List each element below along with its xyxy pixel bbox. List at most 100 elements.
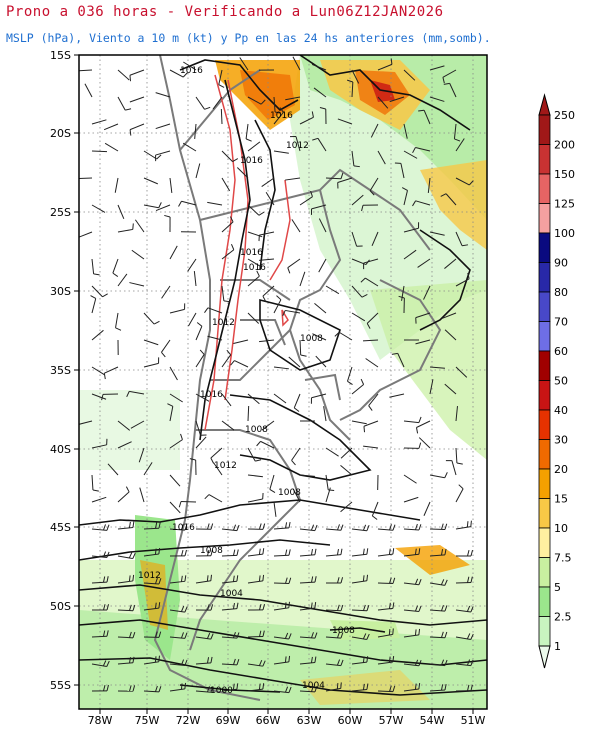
wind-barb bbox=[273, 521, 291, 530]
isobars bbox=[79, 55, 487, 696]
wind-barb bbox=[91, 329, 104, 341]
wind-barb bbox=[340, 501, 353, 513]
wind-barb bbox=[195, 96, 211, 110]
wind-barb bbox=[273, 577, 292, 584]
wind-barb bbox=[91, 524, 110, 531]
wind-barb bbox=[155, 204, 171, 212]
isobar-label: 1004 bbox=[302, 681, 325, 691]
wind-barb bbox=[195, 436, 207, 449]
wind-barb bbox=[273, 632, 292, 640]
wind-barb bbox=[334, 331, 353, 341]
wind-barb bbox=[195, 420, 207, 436]
isobar-label: 1016 bbox=[172, 523, 195, 533]
wind-barb bbox=[247, 603, 266, 611]
wind-barb bbox=[445, 460, 457, 476]
wind-barb bbox=[418, 109, 431, 125]
wind-barb bbox=[403, 442, 422, 449]
wind-barb bbox=[325, 548, 343, 557]
wind-barb bbox=[299, 524, 318, 532]
wind-barb bbox=[325, 172, 344, 180]
wind-barb bbox=[429, 366, 445, 369]
wind-barb bbox=[247, 405, 250, 422]
wind-barb bbox=[169, 682, 187, 692]
legend-swatch bbox=[538, 468, 551, 499]
wind-barb bbox=[299, 474, 315, 477]
legend-label: 250 bbox=[554, 109, 575, 122]
wind-barb bbox=[91, 496, 107, 503]
isobar-label: 1004 bbox=[220, 589, 243, 599]
wind-barb bbox=[429, 96, 445, 102]
wind-barb bbox=[129, 96, 145, 103]
wind-barb bbox=[183, 61, 197, 71]
wind-barb bbox=[351, 604, 370, 612]
wind-barb bbox=[325, 631, 344, 639]
wind-barb bbox=[314, 303, 327, 314]
wind-barb bbox=[403, 123, 408, 139]
wind-barb bbox=[325, 447, 339, 457]
wind-barb bbox=[169, 501, 181, 514]
legend-label: 80 bbox=[554, 286, 568, 299]
wind-barb bbox=[273, 96, 282, 114]
wind-barb bbox=[273, 686, 292, 694]
wind-barb bbox=[218, 69, 225, 88]
legend-swatch bbox=[538, 409, 551, 440]
wind-barb bbox=[429, 631, 448, 639]
isobar-label: 1012 bbox=[286, 141, 309, 151]
wind-barb bbox=[256, 440, 275, 449]
wind-barb bbox=[455, 684, 473, 692]
wind-barb bbox=[259, 339, 275, 343]
wind-barb bbox=[346, 79, 354, 98]
wind-barb bbox=[91, 684, 109, 692]
wind-barb bbox=[292, 56, 301, 71]
wind-barb bbox=[377, 655, 395, 665]
isobar-label: 1012 bbox=[138, 571, 161, 581]
wind-barb bbox=[292, 488, 301, 503]
wind-barb bbox=[221, 285, 230, 303]
legend-label: 15 bbox=[554, 493, 568, 506]
wind-barb bbox=[221, 575, 239, 584]
wind-barb bbox=[164, 214, 171, 233]
wind-barb bbox=[455, 633, 474, 640]
legend-swatch bbox=[538, 144, 551, 175]
wind-barb bbox=[403, 69, 416, 81]
isobar-label: 1008 bbox=[278, 488, 301, 498]
wind-barb bbox=[84, 83, 93, 98]
wind-barb bbox=[187, 258, 197, 272]
wind-barb bbox=[195, 686, 214, 693]
wind-barb bbox=[377, 602, 395, 611]
wind-barb bbox=[104, 142, 119, 152]
wind-barb bbox=[101, 393, 119, 401]
wind-barb bbox=[291, 447, 301, 466]
wind-barb bbox=[258, 231, 275, 242]
wind-barb bbox=[319, 107, 327, 125]
wind-barb bbox=[403, 150, 418, 159]
legend-swatch bbox=[538, 203, 551, 234]
wind-barb bbox=[443, 82, 457, 98]
wind-barb bbox=[351, 524, 370, 532]
wind-barb bbox=[429, 231, 445, 236]
wind-barb bbox=[340, 447, 353, 459]
map-title: Prono a 036 horas - Verificando a Lun06Z… bbox=[6, 4, 444, 20]
wind-barb bbox=[139, 487, 145, 503]
isobar-label: 1008 bbox=[332, 626, 355, 636]
wind-barb bbox=[444, 258, 457, 269]
wind-barb bbox=[455, 447, 463, 465]
wind-barb bbox=[351, 69, 360, 84]
wind-barb bbox=[195, 574, 212, 584]
wind-barb bbox=[340, 464, 353, 476]
wind-barb bbox=[311, 204, 327, 215]
wind-barb bbox=[233, 339, 249, 344]
lat-label: 50S bbox=[50, 600, 71, 613]
wind-barb bbox=[293, 393, 301, 412]
wind-barb bbox=[91, 630, 109, 638]
wind-barb bbox=[299, 632, 318, 639]
wind-barb bbox=[221, 393, 232, 407]
wind-barb bbox=[129, 123, 145, 136]
wind-barb bbox=[126, 390, 145, 398]
legend-swatch bbox=[538, 262, 551, 293]
lat-label: 20S bbox=[50, 127, 71, 140]
wind-barb bbox=[455, 550, 474, 557]
wind-barb bbox=[117, 574, 135, 584]
wind-barb bbox=[455, 520, 472, 530]
